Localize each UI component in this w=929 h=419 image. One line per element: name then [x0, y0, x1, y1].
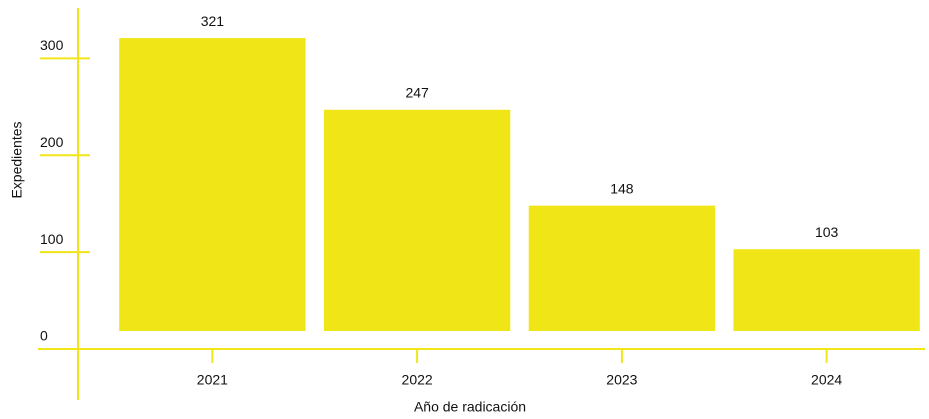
- x-tick-label: 2024: [811, 372, 842, 388]
- y-tick-label: 200: [40, 134, 64, 150]
- bar: [528, 205, 716, 331]
- x-tick-label: 2023: [606, 372, 637, 388]
- data-label: 247: [405, 84, 429, 100]
- y-tick-label: 300: [40, 37, 64, 53]
- y-axis-label: Expedientes: [9, 121, 25, 198]
- x-axis-label: Año de radicación: [414, 399, 526, 415]
- data-label: 321: [201, 13, 225, 29]
- data-label: 148: [610, 180, 634, 196]
- x-tick-label: 2022: [402, 372, 433, 388]
- bar: [323, 109, 511, 332]
- y-tick-label: 100: [40, 231, 64, 247]
- bar: [733, 249, 920, 331]
- data-label: 103: [815, 224, 839, 240]
- x-tick-label: 2021: [197, 372, 228, 388]
- bar: [119, 38, 306, 332]
- y-tick-label: 0: [40, 328, 48, 344]
